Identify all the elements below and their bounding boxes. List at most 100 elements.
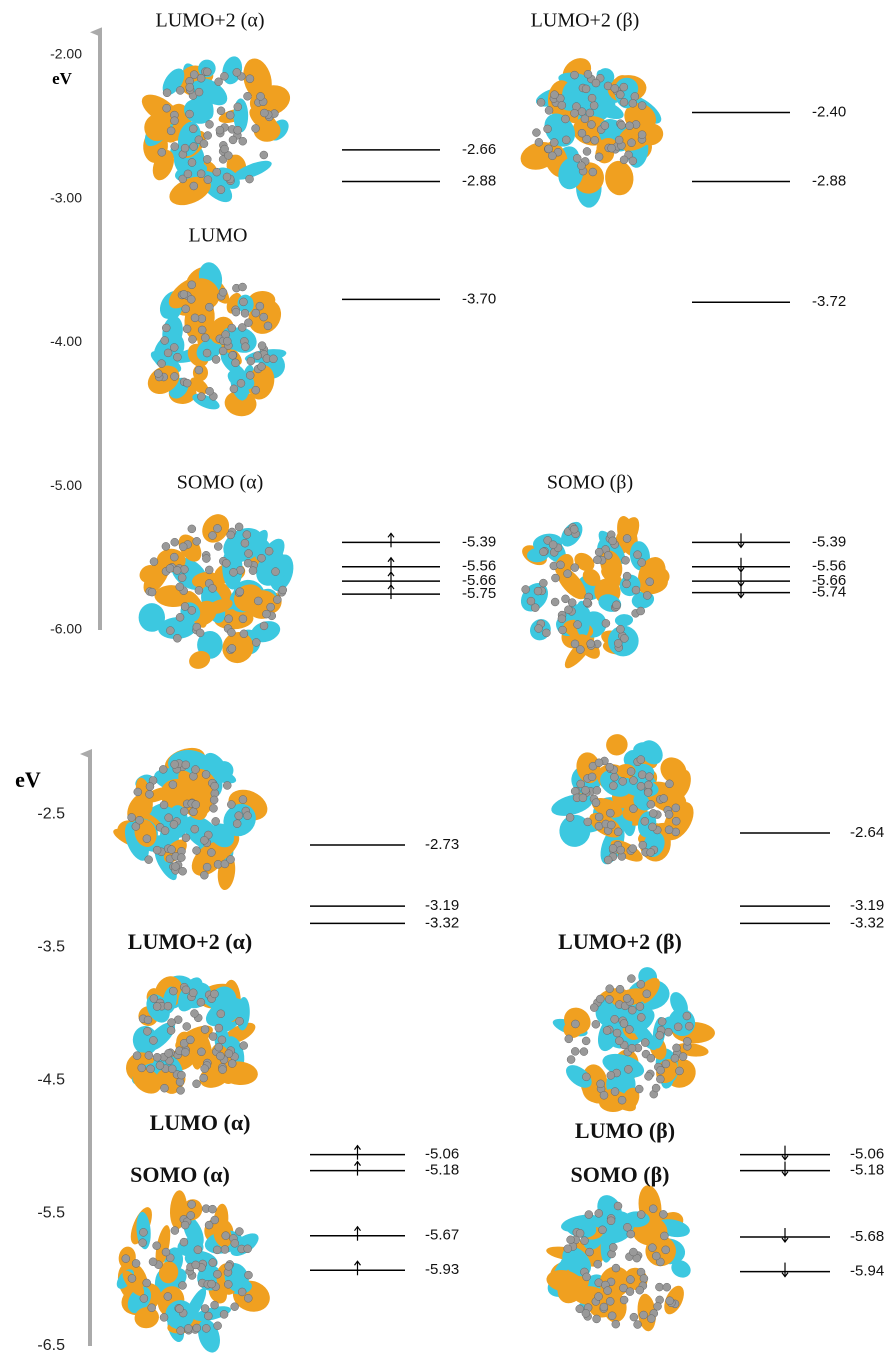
atom [644,1072,652,1080]
atom [614,1202,622,1210]
atom [593,556,601,564]
atom [186,83,194,91]
atom [192,801,200,809]
atom [197,1048,205,1056]
atom [603,1027,611,1035]
atom [233,820,241,828]
atom [637,782,645,790]
value-label: -5.18 [425,1162,459,1179]
y-tick-label: -3.00 [50,189,82,205]
atom [238,1288,246,1296]
atom [627,139,635,147]
atom [542,629,550,637]
atom [171,862,179,870]
y-tick-label: -5.5 [37,1204,65,1221]
atom [638,102,646,110]
orbital-image [137,54,294,211]
orbital-image [111,743,273,891]
atom [220,1310,228,1318]
atom [164,1292,172,1300]
atom [665,780,673,788]
atom [562,136,570,144]
atom [219,1066,227,1074]
atom [253,352,261,360]
atom [612,601,620,609]
atom [213,1246,221,1254]
atom [664,1028,672,1036]
atom [595,813,603,821]
atom [539,579,547,587]
atom [627,768,635,776]
atom [234,126,242,134]
atom [647,800,655,808]
atom [655,1283,663,1291]
atom [197,998,205,1006]
atom [167,127,175,135]
atom [265,547,273,555]
atom [273,596,281,604]
atom [239,137,247,145]
atom [170,343,178,351]
atom [583,598,591,606]
atom [209,1205,217,1213]
atom [646,578,654,586]
value-label: -2.66 [462,141,496,158]
atom [264,322,272,330]
atom [254,597,262,605]
atom [649,809,657,817]
atom [262,610,270,618]
atom [210,990,218,998]
atom [208,532,216,540]
atom [193,537,201,545]
value-label: -5.18 [850,1162,884,1179]
atom [597,1080,605,1088]
atom [590,102,598,110]
atom [227,855,235,863]
atom [660,1232,668,1240]
atom [179,1281,187,1289]
atom [665,810,673,818]
atom [217,186,225,194]
atom [245,550,253,558]
axis-label: eV [52,69,73,88]
atom [197,393,205,401]
atom [571,71,579,79]
atom [654,1302,662,1310]
atom [236,588,244,596]
atom [609,844,617,852]
atom [244,559,252,567]
y-tick-label: -3.5 [37,939,65,956]
atom [617,846,625,854]
atom [201,334,209,342]
atom [223,781,231,789]
atom [634,551,642,559]
atom [229,351,237,359]
atom [214,1322,222,1330]
atom [252,124,260,132]
atom [629,157,637,165]
atom [145,1051,153,1059]
lobe [603,159,635,196]
atom [571,109,579,117]
atom [148,588,156,596]
atom [179,867,187,875]
atom [235,1227,243,1235]
atom [158,148,166,156]
atom [258,342,266,350]
atom [229,136,237,144]
atom [604,1287,612,1295]
atom [637,607,645,615]
atom [622,580,630,588]
atom [626,1276,634,1284]
atom [606,985,614,993]
orbital-image [517,52,665,207]
atom [578,129,586,137]
atom [662,1060,670,1068]
atom [224,1280,232,1288]
atom [181,1221,189,1229]
atom [218,1036,226,1044]
atom [231,359,239,367]
atom [260,109,268,117]
atom [539,548,547,556]
value-label: -5.75 [462,585,496,602]
